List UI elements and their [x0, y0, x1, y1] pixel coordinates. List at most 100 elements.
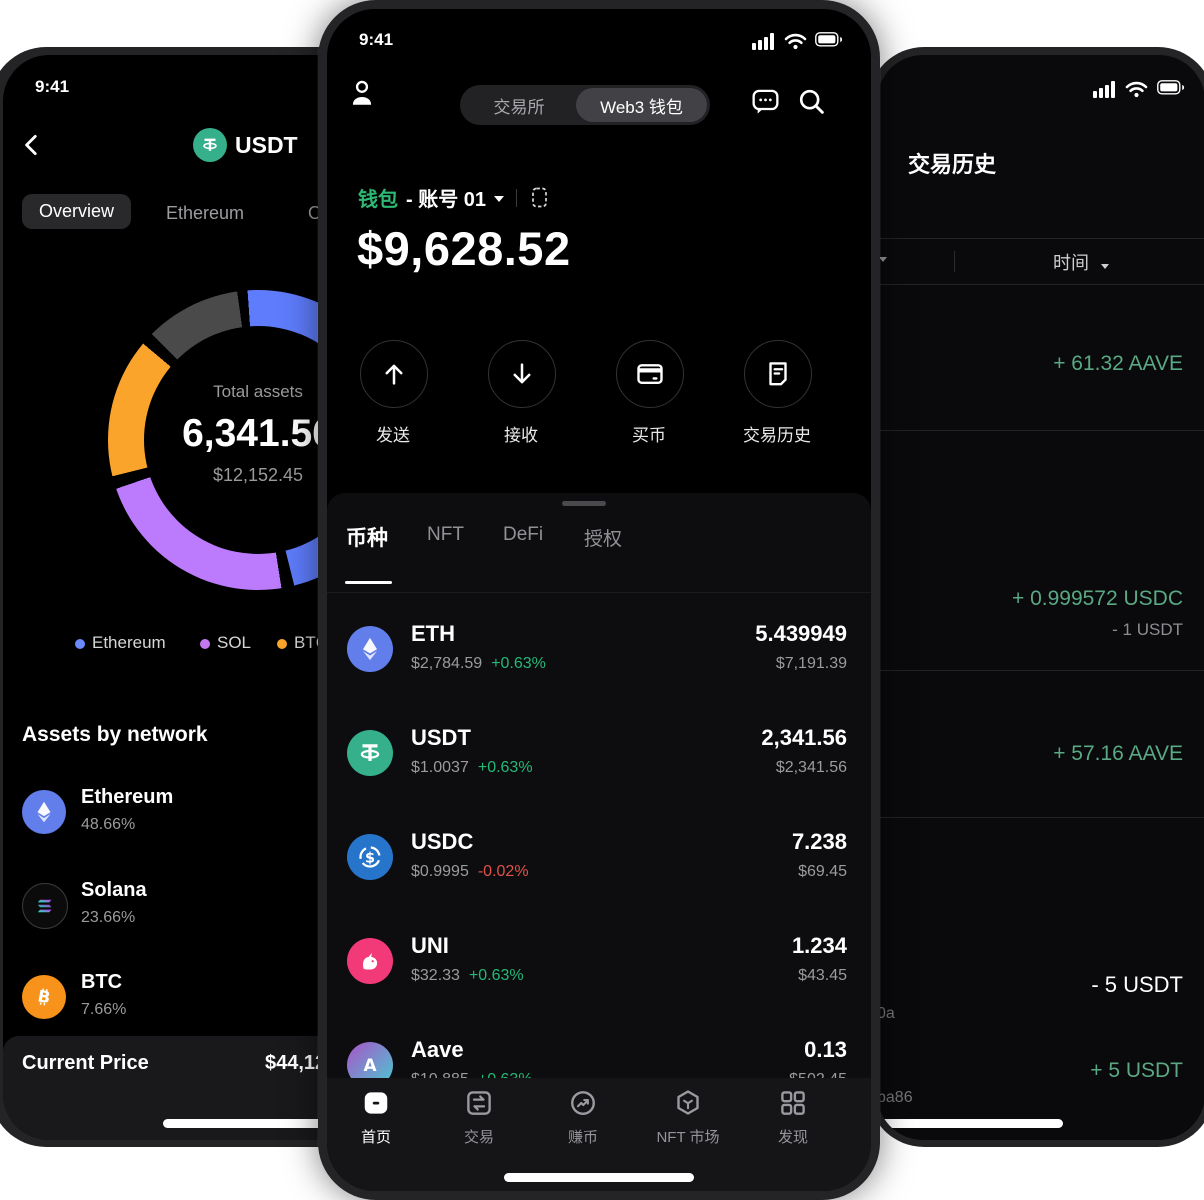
- nav-home[interactable]: 首页: [346, 1088, 406, 1158]
- total-assets-label: Total assets: [213, 382, 303, 401]
- network-percent-solana: 23.66%: [81, 909, 136, 926]
- status-time: 9:41: [35, 77, 70, 96]
- tab-defi[interactable]: DeFi: [503, 524, 544, 545]
- token-value: $69.45: [798, 863, 847, 880]
- toggle-web3-wallet[interactable]: Web3 钱包: [576, 88, 707, 122]
- tx-amount[interactable]: + 61.32 AAVE: [1053, 352, 1183, 375]
- assets-sheet: 币种 NFT DeFi 授权 ETH $2,784.59: [327, 493, 871, 1088]
- svg-text:$: $: [365, 850, 375, 866]
- nav-earn-label: 赚币: [567, 1129, 598, 1146]
- wallet-account-row[interactable]: 钱包 - 账号 01: [358, 183, 550, 212]
- token-price: $1.0037: [411, 759, 469, 776]
- token-value: $7,191.39: [775, 655, 847, 672]
- token-change: +0.63%: [491, 655, 546, 672]
- nav-nft-market[interactable]: NFT 市场: [656, 1088, 720, 1158]
- tx-amount[interactable]: + 5 USDT: [1090, 1059, 1183, 1082]
- home-indicator[interactable]: [877, 1119, 1063, 1128]
- tx-amount[interactable]: - 5 USDT: [1091, 972, 1183, 997]
- switch-wallet-icon[interactable]: [529, 186, 550, 210]
- token-symbol: Aave: [411, 1037, 464, 1062]
- send-label: 发送: [376, 426, 410, 445]
- search-button[interactable]: [797, 87, 826, 116]
- tab-nft[interactable]: NFT: [427, 524, 464, 545]
- drag-handle[interactable]: [562, 501, 606, 506]
- home-indicator[interactable]: [504, 1173, 694, 1182]
- tx-amount[interactable]: + 0.999572 USDC: [1011, 587, 1183, 610]
- total-assets-usd: $12,152.45: [212, 465, 304, 485]
- network-percent-ethereum: 48.66%: [81, 816, 136, 833]
- tab-ethereum[interactable]: Ethereum: [166, 203, 245, 223]
- eth-token-icon: [347, 626, 393, 672]
- btc-network-icon: B: [22, 975, 66, 1019]
- token-change: +0.63%: [477, 759, 533, 776]
- signal-icon: [752, 33, 776, 50]
- receipt-icon: [763, 359, 793, 389]
- home-indicator[interactable]: [163, 1119, 363, 1128]
- tx-divider: [877, 430, 1204, 431]
- grid-icon: [778, 1088, 808, 1118]
- network-name-ethereum[interactable]: Ethereum: [81, 786, 174, 808]
- wifi-icon: [784, 33, 807, 50]
- token-price: $0.9995: [411, 863, 469, 880]
- earn-icon: [568, 1088, 598, 1118]
- network-name-solana[interactable]: Solana: [81, 879, 147, 901]
- filter-divider: [954, 251, 955, 272]
- legend-dot-sol: [200, 639, 210, 649]
- token-amount: 5.439949: [755, 621, 847, 646]
- chat-bubble-icon: [751, 87, 780, 116]
- tab-coins[interactable]: 币种: [346, 527, 388, 550]
- token-symbol: USDC: [411, 829, 474, 854]
- token-price: $32.33: [411, 967, 460, 984]
- send-button[interactable]: [360, 340, 428, 408]
- tx-secondary-amount: - 1 USDT: [1112, 620, 1183, 639]
- tx-divider: [877, 817, 1204, 818]
- tx-address-fragment: ba86: [877, 1089, 913, 1106]
- signal-icon: [1093, 81, 1117, 98]
- profile-button[interactable]: [347, 77, 377, 109]
- arrow-up-icon: [379, 359, 409, 389]
- tab-approvals[interactable]: 授权: [584, 529, 623, 550]
- status-time: 9:41: [359, 30, 394, 49]
- token-row-usdt[interactable]: USDT $1.0037 +0.63% 2,341.56 $2,341.56: [327, 701, 871, 805]
- network-name-btc[interactable]: BTC: [81, 971, 123, 993]
- center-phone: 9:41: [318, 0, 880, 1200]
- history-button[interactable]: [744, 340, 812, 408]
- total-balance: $9,628.52: [357, 222, 571, 275]
- card-icon: [635, 359, 665, 389]
- token-symbol: ETH: [411, 621, 455, 646]
- usdt-title-icon: [193, 128, 227, 162]
- usdc-token-icon: $: [347, 834, 393, 880]
- tx-amount[interactable]: + 57.16 AAVE: [1053, 742, 1183, 765]
- svg-text:A: A: [363, 1055, 376, 1075]
- chat-button[interactable]: [751, 87, 780, 116]
- toggle-web3-wallet-label: Web3 钱包: [600, 97, 683, 117]
- token-row-usdc[interactable]: $ USDC $0.9995 -0.02% 7.238 $69.45: [327, 805, 871, 909]
- token-amount: 0.13: [804, 1037, 847, 1062]
- nav-earn[interactable]: 赚币: [553, 1088, 613, 1158]
- time-sort-button[interactable]: 时间: [1053, 249, 1110, 275]
- network-percent-btc: 7.66%: [81, 1001, 127, 1018]
- current-price-value: $44,12: [265, 1052, 327, 1074]
- nav-nft-market-label: NFT 市场: [656, 1129, 720, 1146]
- nav-trade[interactable]: 交易: [449, 1088, 509, 1158]
- buy-crypto-button[interactable]: [616, 340, 684, 408]
- tab-overview[interactable]: Overview: [22, 194, 132, 229]
- history-title: 交易历史: [908, 152, 997, 177]
- nav-discover[interactable]: 发现: [763, 1088, 823, 1158]
- toggle-exchange[interactable]: 交易所: [460, 85, 578, 125]
- token-row-eth[interactable]: ETH $2,784.59 +0.63% 5.439949 $7,191.39: [327, 597, 871, 701]
- tx-address-fragment: 0a: [877, 1005, 895, 1022]
- active-tab-underline: [345, 581, 392, 584]
- svg-text:B: B: [36, 986, 52, 1007]
- right-phone-screen: 交易历史 时间 + 61.32 AAVE + 0.999572 USDC - 1…: [877, 55, 1204, 1140]
- wallet-row-divider: [516, 188, 518, 207]
- section-title: Assets by network: [22, 723, 208, 746]
- receive-button[interactable]: [488, 340, 556, 408]
- legend-dot-ethereum: [75, 639, 85, 649]
- token-symbol: UNI: [411, 933, 449, 958]
- hidden-filter-caret-icon[interactable]: [879, 257, 887, 262]
- token-row-uni[interactable]: UNI $32.33 +0.63% 1.234 $43.45: [327, 909, 871, 1013]
- nav-home-label: 首页: [360, 1129, 391, 1146]
- caret-down-icon: [1101, 264, 1110, 269]
- back-button[interactable]: [19, 131, 45, 159]
